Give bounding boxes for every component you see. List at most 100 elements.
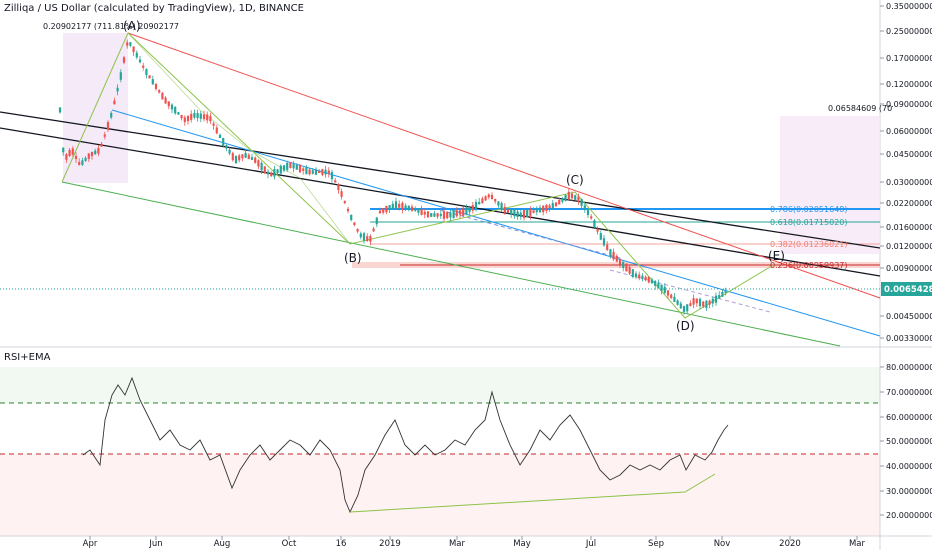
time-tick-label: Mar — [449, 539, 466, 549]
time-tick-label: 2019 — [379, 539, 401, 549]
candle-body — [334, 180, 337, 183]
trendline-black-lower[interactable] — [0, 127, 881, 277]
candle-body — [266, 171, 270, 175]
candle-body — [580, 199, 583, 206]
trendline-red[interactable] — [127, 32, 881, 299]
rsi-line[interactable] — [82, 376, 729, 514]
rsi-tick-label: 30.00000000 — [886, 487, 932, 496]
candle-body — [119, 72, 122, 80]
wave-label-d[interactable]: (D) — [676, 319, 695, 333]
price-tick-label: 0.00450000 — [886, 312, 932, 321]
candle-body — [238, 155, 241, 161]
candle-body — [615, 255, 618, 262]
candle-body — [398, 203, 401, 208]
candle-body — [596, 228, 599, 232]
trendline-blue[interactable] — [111, 109, 881, 337]
candle-body — [570, 193, 574, 199]
wave-label-e[interactable]: (E) — [768, 249, 785, 263]
time-tick-label: Jun — [148, 539, 162, 549]
candle-body — [647, 276, 650, 283]
candle-body — [634, 273, 638, 278]
candle-body — [65, 154, 68, 160]
candle-body — [564, 194, 567, 201]
current-price-value: 0.00654286 — [884, 285, 932, 295]
candle-body — [689, 303, 692, 307]
candle-body — [138, 59, 142, 63]
rsi-axis[interactable]: 80.00000000 70.00000000 60.00000000 50.0000… — [880, 363, 932, 520]
candle-body — [657, 283, 660, 289]
candle-body — [586, 208, 590, 216]
trendline-black-upper[interactable] — [0, 111, 881, 249]
candle-body — [449, 212, 452, 218]
candle-body — [84, 157, 87, 161]
candle-body — [625, 263, 628, 272]
candle-body — [471, 205, 474, 211]
fib-618-label: 0.618(0.01715020) — [770, 218, 848, 227]
rsi-divergence-line[interactable] — [349, 473, 716, 513]
candle-body — [609, 249, 612, 256]
candle-body — [436, 213, 439, 217]
candle-body — [433, 213, 436, 217]
candle-body — [673, 296, 676, 302]
time-tick-label: Aug — [214, 539, 231, 549]
candle-body — [94, 150, 97, 155]
wave-label-c[interactable]: (C) — [566, 173, 584, 187]
price-tick-label: 0.03000000 — [886, 178, 932, 187]
candle-body — [676, 300, 679, 305]
candle-body — [302, 168, 305, 171]
wave-label-a[interactable]: (A) — [123, 19, 141, 33]
candle-body — [612, 251, 615, 260]
candle-body — [305, 167, 308, 175]
candle-body — [644, 276, 647, 281]
candle-body — [506, 209, 510, 213]
price-tick-label: 0.01600000 — [886, 223, 932, 232]
time-axis[interactable]: Apr Jun Aug Oct 16 2019 Mar May Jul Sep Nov 2020 Mar — [83, 536, 866, 549]
rsi-indicator-label[interactable]: RSI+EMA — [4, 352, 51, 363]
candle-body — [526, 209, 529, 218]
candle-body — [590, 216, 593, 219]
candle-body — [247, 154, 250, 160]
candle-body — [394, 201, 398, 210]
price-tick-label: 0.25000000 — [886, 27, 932, 36]
candle-body — [577, 196, 580, 202]
candle-body — [113, 100, 116, 105]
candle-body — [593, 220, 596, 228]
candle-body — [161, 92, 164, 100]
candlestick-series[interactable] — [58, 39, 727, 315]
price-tick-label: 0.17000000 — [886, 54, 932, 63]
candle-body — [382, 208, 385, 213]
candle-body — [606, 244, 609, 250]
candle-body — [654, 281, 657, 286]
candle-body — [231, 153, 234, 161]
trendline-green[interactable] — [61, 181, 841, 347]
rsi-tick-label: 50.00000000 — [886, 437, 932, 446]
candle-body — [487, 194, 490, 198]
candle-body — [522, 210, 526, 218]
candle-body — [494, 198, 497, 202]
time-tick-label: Jul — [585, 539, 596, 549]
candle-body — [695, 298, 698, 304]
candle-body — [110, 112, 113, 118]
candle-body — [122, 57, 126, 63]
wave-subpath — [127, 32, 351, 245]
candle-body — [196, 113, 199, 119]
candle-body — [711, 298, 714, 304]
candle-body — [71, 148, 74, 155]
candle-body — [404, 205, 407, 209]
projection-dashed-2[interactable] — [439, 209, 621, 259]
wave-label-b[interactable]: (B) — [344, 251, 362, 265]
candle-body — [724, 290, 727, 293]
candle-body — [554, 202, 558, 207]
candle-body — [660, 284, 663, 291]
candle-body — [330, 172, 334, 180]
candle-body — [324, 169, 327, 175]
candle-body — [145, 69, 148, 76]
candle-body — [420, 209, 423, 215]
price-axis[interactable]: 0.35000000 0.25000000 0.17000000 0.12000000… — [880, 2, 932, 343]
price-range-right[interactable] — [780, 116, 880, 254]
candle-body — [190, 113, 193, 120]
candle-body — [337, 184, 340, 191]
candle-body — [314, 169, 318, 175]
candle-body — [618, 259, 622, 265]
